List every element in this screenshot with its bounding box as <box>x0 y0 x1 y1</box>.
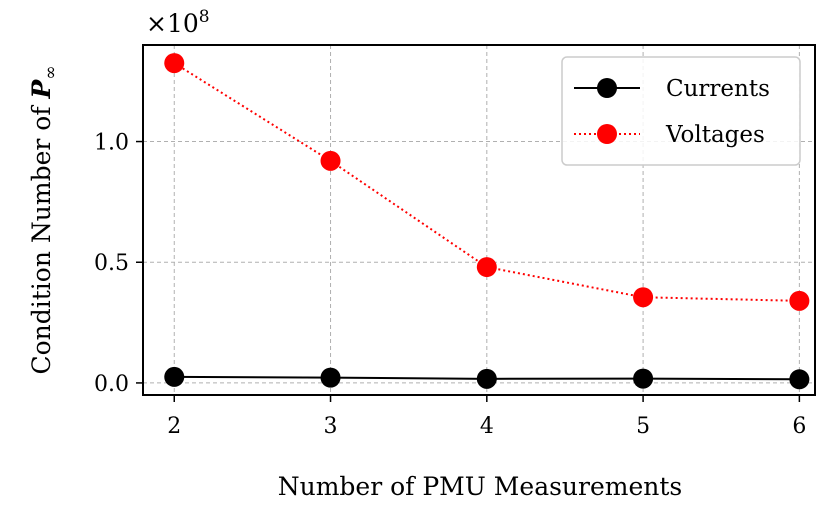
voltages-data-point <box>633 287 654 308</box>
currents-data-point <box>789 369 810 390</box>
voltages-data-point <box>476 257 497 278</box>
y-axis-ticks: 0.0 0.5 1.0 <box>94 131 143 397</box>
voltages-data-point <box>789 290 810 311</box>
y-tick-label: 0.5 <box>94 251 129 276</box>
x-axis-ticks: 2 3 4 5 6 <box>167 395 806 439</box>
x-axis-label: Number of PMU Measurements <box>278 472 683 501</box>
legend-currents-label: Currents <box>666 76 770 102</box>
x-tick-label: 3 <box>324 414 338 439</box>
x-tick-label: 4 <box>480 414 494 439</box>
y-axis-scale-factor: ×108 <box>146 7 210 38</box>
x-tick-label: 6 <box>792 414 806 439</box>
legend-item-currents: Currents <box>574 76 770 102</box>
y-tick-label: 1.0 <box>94 131 129 156</box>
x-tick-label: 2 <box>167 414 181 439</box>
legend: Currents Voltages <box>561 56 801 166</box>
currents-data-point <box>164 366 185 387</box>
legend-item-voltages: Voltages <box>574 122 765 148</box>
legend-box <box>561 56 801 166</box>
y-tick-label: 0.0 <box>94 372 129 397</box>
plot-area-frame <box>142 44 816 396</box>
legend-voltages-label: Voltages <box>665 122 765 148</box>
x-tick-label: 5 <box>636 414 650 439</box>
legend-currents-marker <box>597 78 617 98</box>
legend-voltages-marker <box>597 124 617 144</box>
currents-data-point <box>320 367 341 388</box>
currents-data-point <box>633 368 654 389</box>
series-layer <box>164 53 810 390</box>
voltages-data-point <box>164 53 185 74</box>
y-axis-label: Condition Number of P∞ <box>27 65 61 374</box>
voltages-data-point <box>320 150 341 171</box>
currents-data-point <box>476 368 497 389</box>
